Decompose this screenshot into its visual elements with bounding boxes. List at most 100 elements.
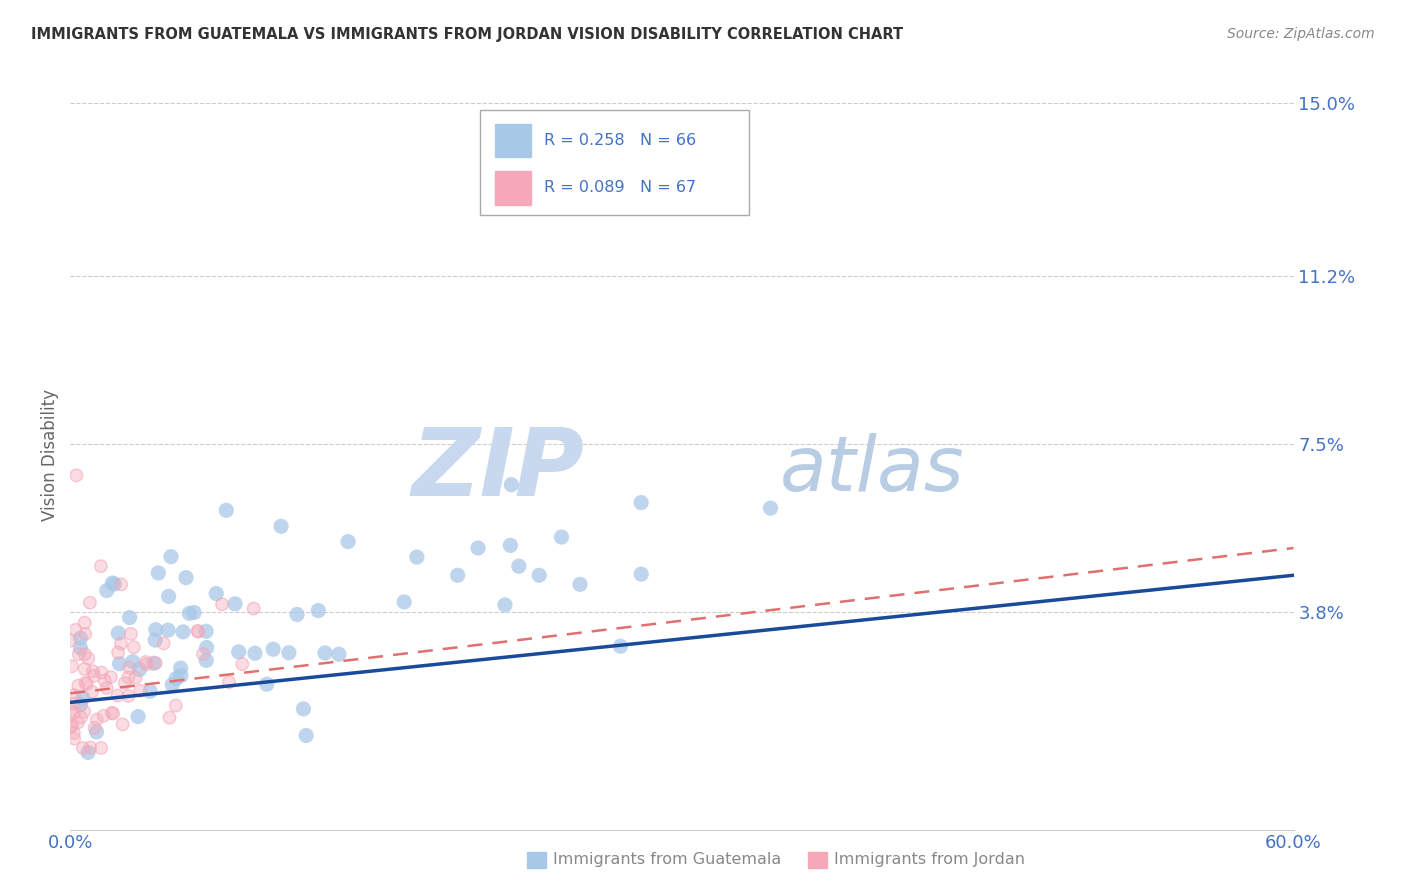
Point [62, 697, 84, 711]
Point [292, 702, 315, 716]
Point [79, 596, 101, 610]
Point [165, 698, 187, 713]
Point [215, 503, 238, 517]
Point [508, 559, 530, 574]
Point [111, 717, 134, 731]
Point [67, 679, 90, 693]
Point [90, 559, 112, 574]
Point [73, 615, 96, 630]
Point [63, 688, 86, 702]
Text: Immigrants from Guatemala: Immigrants from Guatemala [553, 853, 780, 867]
Point [135, 655, 157, 669]
Point [59, 633, 82, 648]
Point [103, 706, 125, 721]
Point [60, 719, 83, 733]
Point [170, 661, 193, 675]
Point [73, 705, 96, 719]
Point [218, 675, 240, 690]
Point [90, 741, 112, 756]
Point [142, 657, 165, 671]
Point [187, 624, 209, 639]
Point [75, 627, 97, 641]
Bar [495, 124, 531, 158]
Point [157, 623, 180, 637]
Point [73, 662, 96, 676]
Point [73, 648, 96, 662]
Point [93, 673, 115, 688]
Point [90, 741, 112, 756]
Point [77, 746, 100, 760]
Point [759, 501, 782, 516]
Point [162, 678, 184, 692]
Point [63, 731, 86, 746]
Text: Immigrants from Jordan: Immigrants from Jordan [834, 853, 1025, 867]
Point [159, 710, 181, 724]
Point [135, 657, 157, 672]
Point [96, 681, 118, 695]
Point [100, 670, 122, 684]
Point [76, 677, 98, 691]
Text: IMMIGRANTS FROM GUATEMALA VS IMMIGRANTS FROM JORDAN VISION DISABILITY CORRELATIO: IMMIGRANTS FROM GUATEMALA VS IMMIGRANTS … [31, 27, 903, 42]
Point [529, 568, 551, 582]
Point [218, 675, 240, 690]
Point [59, 633, 82, 648]
Point [108, 657, 131, 671]
Point [70, 710, 93, 724]
Point [160, 549, 183, 564]
Point [72, 741, 94, 756]
Point [107, 689, 129, 703]
Point [110, 637, 132, 651]
Point [314, 646, 336, 660]
Point [107, 689, 129, 703]
Point [111, 717, 134, 731]
Point [65, 623, 87, 637]
Point [165, 672, 187, 686]
Point [72, 741, 94, 756]
Point [174, 571, 197, 585]
Point [187, 624, 209, 638]
Point [117, 689, 139, 703]
Point [228, 645, 250, 659]
Point [75, 675, 97, 690]
Point [630, 567, 652, 582]
Point [107, 626, 129, 640]
Point [129, 684, 152, 698]
Point [110, 577, 132, 591]
Point [187, 624, 209, 639]
Point [243, 646, 266, 660]
Point [80, 685, 103, 699]
Point [73, 648, 96, 662]
Point [145, 656, 167, 670]
Point [63, 731, 86, 746]
Point [73, 615, 96, 630]
Point [499, 538, 522, 552]
Point [143, 633, 166, 648]
Point [62, 706, 84, 720]
Point [205, 586, 228, 600]
Point [101, 576, 124, 591]
Point [114, 676, 136, 690]
Point [231, 657, 253, 672]
Point [76, 677, 98, 691]
Point [117, 689, 139, 703]
Point [107, 646, 129, 660]
Point [69, 698, 91, 712]
Point [195, 624, 218, 639]
Point [609, 639, 631, 653]
Point [59, 704, 82, 718]
Point [242, 601, 264, 615]
Point [118, 660, 141, 674]
Point [75, 627, 97, 641]
Point [110, 637, 132, 651]
Point [67, 679, 90, 693]
Point [73, 662, 96, 676]
Point [145, 623, 167, 637]
Point [172, 624, 194, 639]
Point [127, 709, 149, 723]
Point [83, 721, 105, 735]
Point [63, 726, 86, 740]
Point [630, 495, 652, 509]
Point [79, 740, 101, 755]
Point [170, 668, 193, 682]
Point [67, 647, 90, 661]
